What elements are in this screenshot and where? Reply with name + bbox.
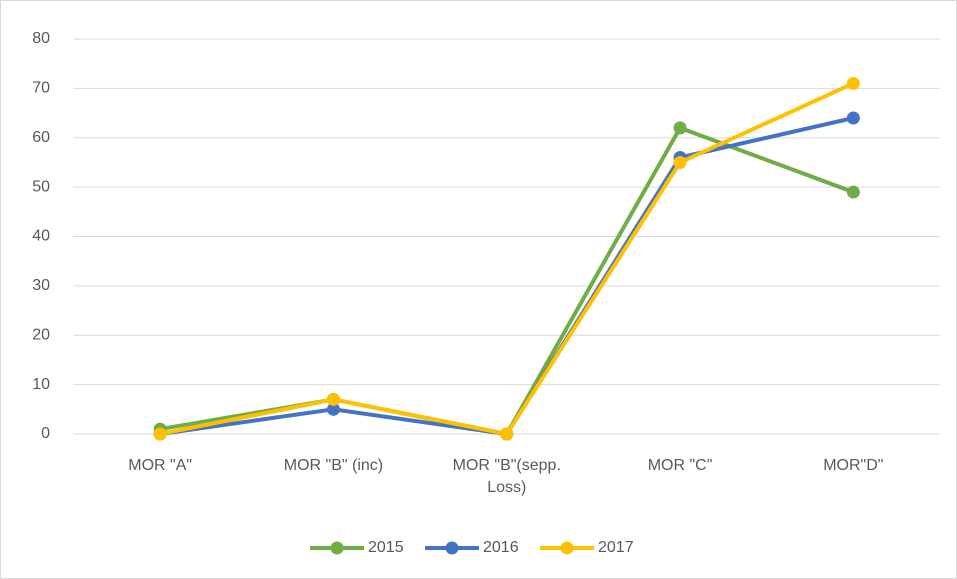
y-tick-label: 10: [32, 376, 50, 393]
x-tick-label: MOR"D": [823, 457, 884, 474]
marker: [673, 121, 687, 135]
x-tick-label: MOR "C": [647, 457, 713, 474]
legend-marker: [560, 541, 574, 555]
legend-label: 2016: [483, 539, 519, 556]
legend-marker: [330, 541, 344, 555]
marker: [846, 76, 860, 90]
y-tick-label: 60: [32, 129, 50, 146]
legend-marker: [445, 541, 459, 555]
marker: [500, 427, 514, 441]
marker: [326, 392, 340, 406]
y-tick-label: 40: [32, 228, 50, 245]
x-tick-label: MOR "B" (inc): [283, 457, 384, 474]
x-tick-label: MOR "A": [128, 457, 193, 474]
y-tick-label: 80: [32, 30, 50, 47]
x-tick-label: MOR "B"(sepp. Loss): [452, 457, 561, 496]
marker: [846, 185, 860, 199]
y-tick-label: 30: [32, 277, 50, 294]
legend-label: 2017: [598, 539, 634, 556]
legend-label: 2015: [368, 539, 404, 556]
y-tick-label: 50: [32, 178, 50, 195]
marker: [673, 155, 687, 169]
y-tick-label: 20: [32, 326, 50, 343]
y-tick-label: 0: [41, 425, 50, 442]
y-tick-label: 70: [32, 80, 50, 97]
marker: [326, 402, 340, 416]
marker: [153, 427, 167, 441]
marker: [846, 111, 860, 125]
